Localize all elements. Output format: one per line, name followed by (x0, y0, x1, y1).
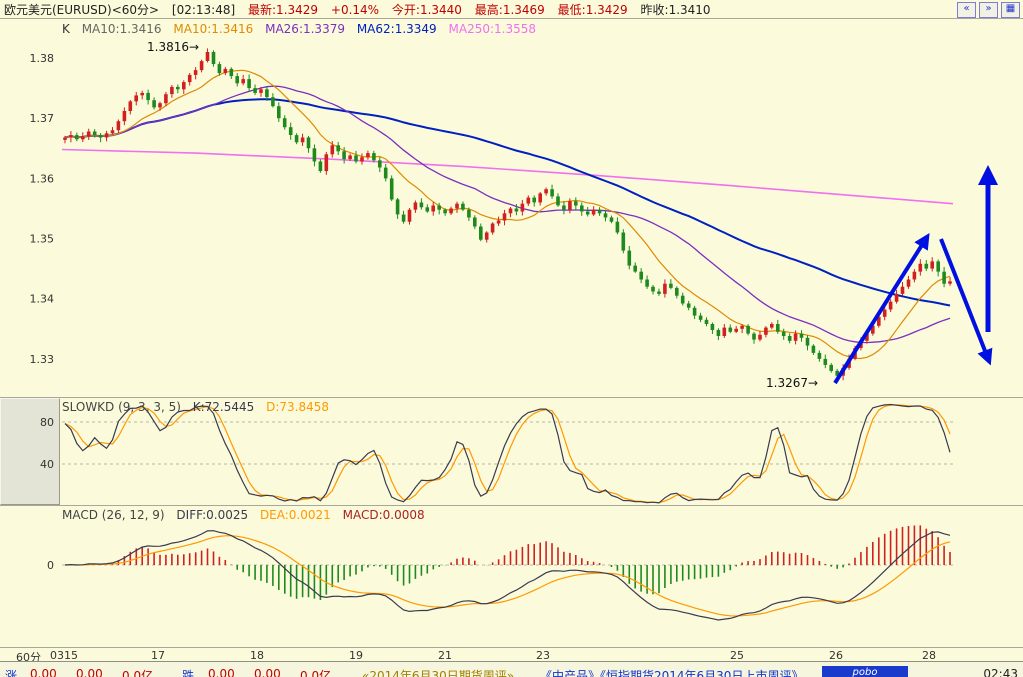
status-value: 0.00 (76, 667, 103, 677)
ma-indicator-header: K MA10:1.3416 MA10:1.3416 MA26:1.3379 MA… (62, 22, 544, 36)
svg-text:19: 19 (349, 649, 363, 662)
instrument-title: 欧元美元(EURUSD)<60分> (4, 3, 160, 17)
svg-text:0315: 0315 (50, 649, 78, 662)
status-clock: 02:43 (983, 667, 1018, 677)
svg-text:23: 23 (536, 649, 550, 662)
svg-text:1.35: 1.35 (30, 233, 55, 246)
svg-text:1.36: 1.36 (30, 172, 55, 185)
quote-prevclose: 昨收:1.3410 (640, 3, 711, 17)
svg-text:1.34: 1.34 (30, 293, 55, 306)
svg-text:40: 40 (40, 458, 54, 471)
quote-bar: 欧元美元(EURUSD)<60分> [02:13:48] 最新:1.3429 +… (4, 1, 720, 18)
status-value: 0.00 (254, 667, 281, 677)
macd-dea-value: DEA:0.0021 (259, 508, 331, 522)
svg-text:21: 21 (438, 649, 452, 662)
scroll-right-icon[interactable]: » (979, 2, 998, 18)
divider (0, 18, 1023, 19)
slowkd-d-value: D:73.8458 (266, 400, 330, 414)
divider (0, 505, 1023, 506)
svg-text:1.38: 1.38 (30, 52, 55, 65)
svg-text:0: 0 (47, 559, 54, 572)
macd-bar-value: MACD:0.0008 (342, 508, 425, 522)
status-down-label: 跌 (182, 669, 195, 677)
svg-text:1.37: 1.37 (30, 112, 55, 125)
ma10-value-a: MA10:1.3416 (81, 22, 162, 36)
macd-name: MACD (26, 12, 9) (62, 508, 165, 522)
ma26-value: MA26:1.3379 (265, 22, 345, 36)
news-ticker: «2014年6月30日期货周评» (362, 669, 515, 677)
ma10-value-b: MA10:1.3416 (173, 22, 254, 36)
svg-text:26: 26 (829, 649, 843, 662)
slowkd-k-value: K:72.5445 (192, 400, 255, 414)
status-value: 0.00 (30, 667, 57, 677)
quote-time: [02:13:48] (171, 3, 236, 17)
quote-last: 最新:1.3429 (248, 3, 319, 17)
status-value: 0.0亿 (122, 669, 154, 677)
scroll-left-icon[interactable]: « (957, 2, 976, 18)
k-series-label: K (62, 22, 70, 36)
indicator-side-panel (0, 398, 60, 505)
svg-text:1.33: 1.33 (30, 353, 55, 366)
svg-text:25: 25 (730, 649, 744, 662)
macd-header: MACD (26, 12, 9) DIFF:0.0025 DEA:0.0021 … (62, 508, 433, 522)
news-link[interactable]: 《中产品》《恒指期货2014年6月30日上市周评》 (540, 669, 804, 677)
charts-canvas[interactable]: 1.38 1.37 1.36 1.35 1.34 1.33 1.3816→ 1.3267→ 03… (0, 0, 1023, 662)
ma62-value: MA62:1.3349 (356, 22, 437, 36)
slowkd-name: SLOWKD (9, 3, 3, 5) (62, 400, 181, 414)
slowkd-header: SLOWKD (9, 3, 3, 5) K:72.5445 D:73.8458 (62, 400, 337, 414)
grid-icon[interactable]: ▦ (1001, 2, 1020, 18)
svg-text:28: 28 (922, 649, 936, 662)
divider (0, 647, 1023, 648)
macd-diff-value: DIFF:0.0025 (176, 508, 249, 522)
quote-high: 最高:1.3469 (474, 3, 545, 17)
ma250-value: MA250:1.3558 (448, 22, 537, 36)
divider (0, 397, 1023, 398)
pobo-logo[interactable]: pobo (822, 666, 908, 677)
svg-text:1.3816→: 1.3816→ (147, 40, 199, 54)
svg-text:80: 80 (40, 416, 54, 429)
quote-low: 最低:1.3429 (557, 3, 628, 17)
topbar-buttons: « » ▦ (957, 2, 1020, 18)
status-up-label: 涨 (5, 669, 18, 677)
period-label[interactable]: 60分 (16, 651, 41, 664)
svg-text:17: 17 (151, 649, 165, 662)
svg-text:1.3267→: 1.3267→ (766, 376, 818, 390)
status-bar: 涨 0.00 0.00 0.0亿 跌 0.00 0.00 0.0亿 «2014年… (0, 661, 1023, 677)
status-value: 0.00 (208, 667, 235, 677)
status-value: 0.0亿 (300, 669, 332, 677)
quote-change: +0.14% (330, 3, 380, 17)
quote-open: 今开:1.3440 (391, 3, 462, 17)
svg-text:18: 18 (250, 649, 264, 662)
